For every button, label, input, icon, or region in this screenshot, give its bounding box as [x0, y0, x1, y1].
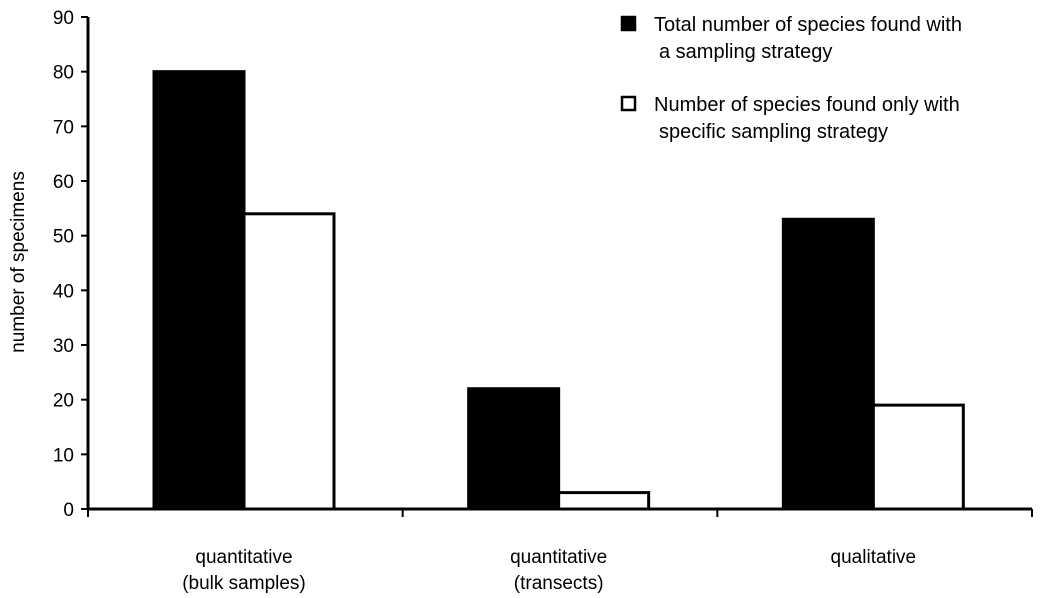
- bar-series-2-category-2: [557, 491, 651, 511]
- y-tick-label: 60: [53, 172, 74, 193]
- y-tick-label: 30: [53, 336, 74, 357]
- x-category-label: qualitative: [831, 547, 917, 568]
- x-category-label-line: quantitative: [195, 547, 292, 568]
- legend-swatch-1: [620, 15, 637, 32]
- x-category-label-line: quantitative: [510, 547, 607, 568]
- y-tick-label: 50: [53, 227, 74, 248]
- x-category-label-line: (transects): [514, 573, 604, 594]
- y-axis: 0 10 20 30 40 50 60 70 80 90: [53, 8, 90, 521]
- bar-series-1-category-3: [781, 217, 875, 511]
- bar-series-1-category-1: [152, 70, 246, 511]
- bars: [152, 70, 965, 511]
- y-tick-label: 20: [53, 391, 74, 412]
- legend: Total number of species found with a samp…: [620, 14, 962, 143]
- x-axis: quantitative (bulk samples) quantitative (t…: [87, 507, 1033, 594]
- bar-series-1-category-2: [467, 387, 561, 511]
- bar-series-2-category-1: [242, 212, 336, 511]
- x-category-label-line: qualitative: [831, 547, 917, 568]
- y-tick-label: 80: [53, 63, 74, 84]
- y-tick-label: 70: [53, 117, 74, 138]
- x-category-label: quantitative (bulk samples): [182, 547, 306, 594]
- y-tick-label: 0: [63, 500, 74, 521]
- legend-label-2: Number of species found only with specifi…: [654, 94, 960, 143]
- legend-swatch-2: [620, 95, 637, 112]
- x-category-label-line: (bulk samples): [182, 573, 306, 594]
- y-axis-title: number of specimens: [8, 171, 29, 353]
- legend-label-1: Total number of species found with a samp…: [654, 14, 962, 63]
- bar-series-2-category-3: [871, 403, 965, 511]
- y-tick-label: 90: [53, 8, 74, 29]
- legend-label-line: Number of species found only with: [654, 94, 960, 116]
- legend-label-line: a sampling strategy: [659, 41, 832, 63]
- x-category-label: quantitative (transects): [510, 547, 607, 594]
- legend-label-line: Total number of species found with: [654, 14, 962, 36]
- y-tick-label: 40: [53, 281, 74, 302]
- legend-label-line: specific sampling strategy: [659, 121, 888, 143]
- y-tick-label: 10: [53, 445, 74, 466]
